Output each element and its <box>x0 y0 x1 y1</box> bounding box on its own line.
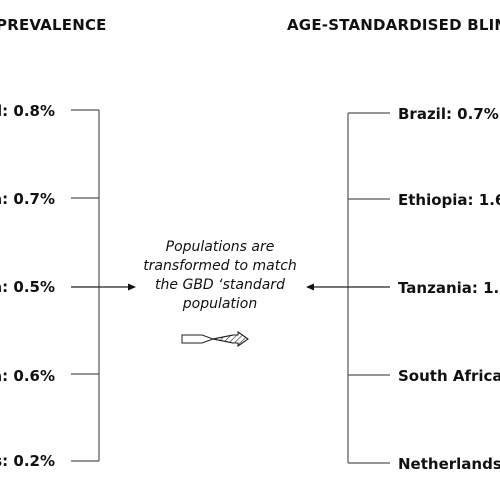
right-connector-arrow <box>306 283 390 291</box>
left-bracket <box>71 109 100 462</box>
right-item-1: Brazil: 0.7% <box>398 105 499 123</box>
left-item-1: il: 0.8% <box>0 102 55 120</box>
left-connector-arrow <box>71 283 136 291</box>
left-item-3: a: 0.5% <box>0 278 55 296</box>
left-item-4: a: 0.6% <box>0 367 55 385</box>
transformation-note: Populations are transformed to match the… <box>143 239 297 312</box>
right-item-4: South Africa <box>398 367 500 385</box>
left-item-5: s: 0.2% <box>0 452 55 470</box>
hatched-arrow-icon <box>181 331 249 347</box>
left-item-2: a: 0.7% <box>0 190 55 208</box>
right-bracket <box>347 112 390 464</box>
right-item-3: Tanzania: 1.1 <box>398 279 500 297</box>
right-item-5: Netherlands <box>398 455 500 473</box>
right-column-header: AGE-STANDARDISED BLIN <box>287 16 500 34</box>
left-column-header: PREVALENCE <box>0 16 107 34</box>
right-item-2: Ethiopia: 1.6 <box>398 191 500 209</box>
